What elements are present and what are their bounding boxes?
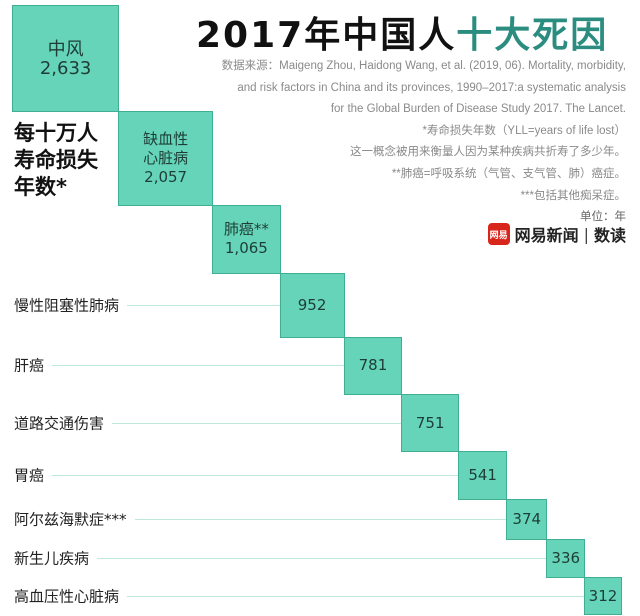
value-label: 2,057 — [144, 168, 188, 187]
category-label: 道路交通伤害 — [14, 412, 113, 434]
category-label: 肺癌** — [223, 220, 269, 239]
value-square: 751 — [401, 394, 460, 453]
brand: 网易 网易新闻 | 数读 — [487, 222, 626, 246]
value-label: 751 — [415, 413, 445, 432]
leader-line — [20, 365, 344, 367]
value-square: 952 — [279, 272, 345, 338]
value-label: 781 — [358, 356, 388, 375]
value-label: 952 — [297, 295, 327, 314]
category-label: 心脏病 — [143, 149, 189, 168]
category-label: 缺血性 — [143, 130, 189, 149]
category-label: 肝癌 — [14, 354, 53, 376]
value-square: 374 — [506, 499, 548, 541]
title-main: 2017年中国人 — [196, 15, 457, 56]
leader-line — [20, 519, 507, 521]
category-label: 阿尔兹海默症*** — [14, 508, 135, 530]
footnote: **肺癌=呼吸系统（气管、支气管、肺）癌症。 — [391, 167, 626, 180]
category-label: 高血压性心脏病 — [14, 585, 128, 606]
value-square: 312 — [584, 577, 622, 615]
notes: 数据来源：Maigeng Zhou, Haidong Wang, et al. … — [222, 56, 626, 229]
category-label: 慢性阻塞性肺病 — [14, 294, 128, 316]
value-square: 中风 2,633 — [12, 5, 120, 113]
netease-logo-icon: 网易 — [487, 223, 510, 245]
value-square: 781 — [343, 336, 403, 396]
title-highlight: 十大死因 — [456, 15, 609, 56]
value-square: 336 — [546, 539, 586, 579]
footnote: *寿命损失年数（YLL=years of life lost） — [422, 124, 626, 137]
value-label: 312 — [588, 586, 618, 605]
brand-section: 数读 — [593, 226, 626, 245]
source-line: for the Global Burden of Disease Study 2… — [330, 103, 626, 116]
leader-line — [20, 422, 402, 424]
footnote: ***包括其他痴呆症。 — [520, 189, 626, 202]
y-axis-label-text: 每十万人 寿命损失 年数* — [14, 121, 98, 199]
category-label: 新生儿疾病 — [14, 547, 98, 569]
y-axis-label: 每十万人 寿命损失 年数* — [14, 120, 98, 201]
leader-line — [20, 475, 459, 477]
leader-line — [20, 304, 280, 306]
category-label: 胃癌 — [14, 464, 53, 486]
value-label: 374 — [512, 510, 542, 529]
brand-name: 网易新闻 — [514, 226, 579, 245]
value-label: 541 — [468, 466, 497, 485]
value-label: 1,065 — [224, 239, 268, 258]
value-label: 2,633 — [39, 57, 92, 79]
value-label: 336 — [551, 549, 581, 568]
value-square: 肺癌** 1,065 — [212, 205, 281, 274]
chart-title: 2017年中国人十大死因 — [196, 6, 608, 58]
footnote: 这一概念被用来衡量人因为某种疾病共折寿了多少年。 — [350, 146, 626, 159]
leader-line — [20, 595, 585, 597]
value-square: 缺血性 心脏病 2,057 — [118, 111, 214, 207]
source-line: 数据来源：Maigeng Zhou, Haidong Wang, et al. … — [221, 60, 626, 72]
category-label: 中风 — [47, 38, 84, 60]
source-line: and risk factors in China and its provin… — [237, 81, 626, 94]
value-square: 541 — [458, 451, 508, 501]
leader-line — [20, 558, 547, 560]
unit-label: 单位：年 — [580, 211, 626, 224]
